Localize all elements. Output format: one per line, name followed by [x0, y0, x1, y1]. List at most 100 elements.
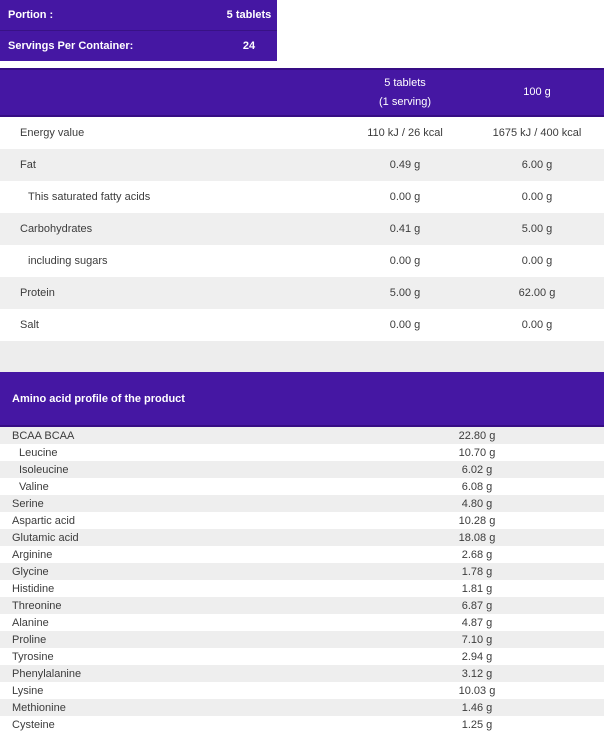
- amino-value: 10.03 g: [458, 684, 496, 697]
- amino-name: BCAA BCAA: [12, 429, 75, 442]
- row-per-serving: 0.00 g: [389, 319, 421, 331]
- portion-value: 5 tablets: [226, 9, 272, 21]
- list-item: Histidine 1.81 g: [0, 580, 604, 597]
- servings-row: Servings Per Container: 24: [0, 30, 277, 61]
- section-divider-band: [0, 341, 604, 372]
- amino-value: 10.28 g: [458, 514, 496, 527]
- header-serving-line1: 5 tablets: [384, 76, 426, 89]
- row-per-100g: 62.00 g: [518, 287, 556, 299]
- table-row: Protein 5.00 g 62.00 g: [0, 277, 604, 309]
- list-item: Arginine 2.68 g: [0, 546, 604, 563]
- list-item: Isoleucine 6.02 g: [0, 461, 604, 478]
- amino-value: 22.80 g: [458, 429, 496, 442]
- row-per-serving: 5.00 g: [389, 287, 421, 299]
- amino-name: Proline: [12, 633, 47, 646]
- nutrition-table: 5 tablets (1 serving) 100 g Energy value…: [0, 68, 604, 341]
- row-per-100g: 0.00 g: [521, 319, 553, 331]
- amino-value: 1.81 g: [461, 582, 493, 595]
- amino-value: 6.87 g: [461, 599, 493, 612]
- header-serving-line2: (1 serving): [379, 95, 431, 108]
- portion-label: Portion :: [8, 9, 54, 21]
- amino-value: 1.78 g: [461, 565, 493, 578]
- amino-value: 10.70 g: [458, 446, 496, 459]
- row-label: Carbohydrates: [20, 223, 93, 235]
- amino-name: Lysine: [12, 684, 44, 697]
- list-item: Tyrosine 2.94 g: [0, 648, 604, 665]
- row-label: Fat: [20, 159, 36, 171]
- list-item: Aspartic acid 10.28 g: [0, 512, 604, 529]
- list-item: Serine 4.80 g: [0, 495, 604, 512]
- amino-value: 4.87 g: [461, 616, 493, 629]
- row-per-serving: 0.49 g: [389, 159, 421, 171]
- amino-value: 7.10 g: [461, 633, 493, 646]
- row-per-serving: 0.00 g: [389, 191, 421, 203]
- list-item: Proline 7.10 g: [0, 631, 604, 648]
- list-item: BCAA BCAA 22.80 g: [0, 427, 604, 444]
- list-item: Threonine 6.87 g: [0, 597, 604, 614]
- amino-name: Arginine: [12, 548, 53, 561]
- amino-name: Valine: [19, 480, 49, 493]
- amino-name: Cysteine: [12, 718, 55, 731]
- nutrition-table-header: 5 tablets (1 serving) 100 g: [0, 68, 604, 117]
- header-serving-cell: 5 tablets (1 serving): [340, 74, 470, 112]
- amino-name: Threonine: [12, 599, 62, 612]
- amino-value: 1.25 g: [461, 718, 493, 731]
- spacer: [0, 61, 604, 68]
- nutrition-table-body: Energy value 110 kJ / 26 kcal 1675 kJ / …: [0, 117, 604, 341]
- row-per-100g: 0.00 g: [521, 191, 553, 203]
- amino-name: Phenylalanine: [12, 667, 82, 680]
- amino-value: 2.94 g: [461, 650, 493, 663]
- row-label: This saturated fatty acids: [28, 191, 151, 203]
- table-row: Salt 0.00 g 0.00 g: [0, 309, 604, 341]
- list-item: Glutamic acid 18.08 g: [0, 529, 604, 546]
- list-item: Glycine 1.78 g: [0, 563, 604, 580]
- list-item: Alanine 4.87 g: [0, 614, 604, 631]
- list-item: Lysine 10.03 g: [0, 682, 604, 699]
- row-per-100g: 6.00 g: [521, 159, 553, 171]
- servings-value: 24: [242, 40, 256, 52]
- row-label: Salt: [20, 319, 39, 331]
- list-item: Phenylalanine 3.12 g: [0, 665, 604, 682]
- list-item: Leucine 10.70 g: [0, 444, 604, 461]
- table-row: Carbohydrates 0.41 g 5.00 g: [0, 213, 604, 245]
- amino-value: 1.46 g: [461, 701, 493, 714]
- list-item: Valine 6.08 g: [0, 478, 604, 495]
- row-per-serving: 0.41 g: [389, 223, 421, 235]
- amino-name: Aspartic acid: [12, 514, 75, 527]
- amino-value: 4.80 g: [461, 497, 493, 510]
- amino-name: Alanine: [12, 616, 49, 629]
- row-per-100g: 1675 kJ / 400 kcal: [492, 127, 582, 139]
- amino-name: Serine: [12, 497, 44, 510]
- amino-name: Glycine: [12, 565, 49, 578]
- amino-name: Methionine: [12, 701, 66, 714]
- table-row: Fat 0.49 g 6.00 g: [0, 149, 604, 181]
- row-label: Protein: [20, 287, 55, 299]
- row-per-100g: 5.00 g: [521, 223, 553, 235]
- servings-label: Servings Per Container:: [8, 40, 134, 52]
- row-label: including sugars: [28, 255, 108, 267]
- amino-table-body: BCAA BCAA 22.80 g Leucine 10.70 g Isoleu…: [0, 427, 604, 733]
- amino-acid-section: Amino acid profile of the product BCAA B…: [0, 372, 604, 733]
- amino-value: 2.68 g: [461, 548, 493, 561]
- amino-section-header: Amino acid profile of the product: [0, 372, 604, 427]
- table-row: This saturated fatty acids 0.00 g 0.00 g: [0, 181, 604, 213]
- row-per-serving: 110 kJ / 26 kcal: [367, 127, 443, 139]
- list-item: Cysteine 1.25 g: [0, 716, 604, 733]
- list-item: Methionine 1.46 g: [0, 699, 604, 716]
- amino-value: 3.12 g: [461, 667, 493, 680]
- portion-servings-box: Portion : 5 tablets Servings Per Contain…: [0, 0, 277, 61]
- row-per-serving: 0.00 g: [389, 255, 421, 267]
- amino-value: 18.08 g: [458, 531, 496, 544]
- amino-name: Glutamic acid: [12, 531, 79, 544]
- portion-row: Portion : 5 tablets: [0, 0, 277, 30]
- table-row: Energy value 110 kJ / 26 kcal 1675 kJ / …: [0, 117, 604, 149]
- amino-value: 6.02 g: [461, 463, 493, 476]
- amino-name: Isoleucine: [19, 463, 69, 476]
- amino-name: Leucine: [19, 446, 58, 459]
- row-per-100g: 0.00 g: [521, 255, 553, 267]
- row-label: Energy value: [20, 127, 85, 139]
- amino-value: 6.08 g: [461, 480, 493, 493]
- amino-name: Histidine: [12, 582, 55, 595]
- table-row: including sugars 0.00 g 0.00 g: [0, 245, 604, 277]
- amino-name: Tyrosine: [12, 650, 54, 663]
